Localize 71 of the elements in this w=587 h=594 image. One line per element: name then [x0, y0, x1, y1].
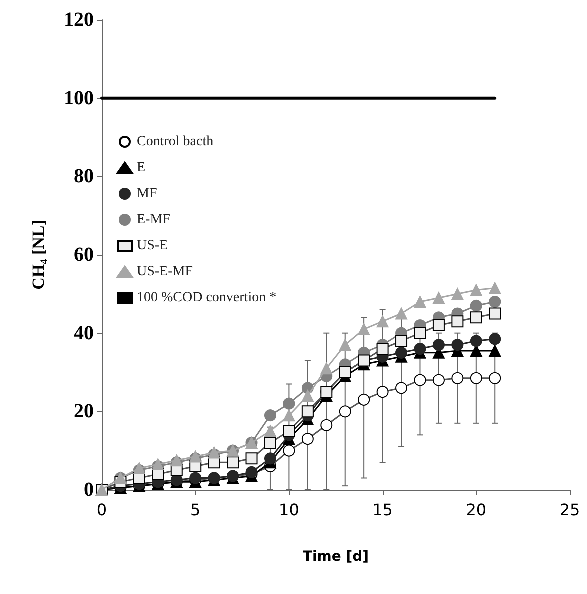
point [432, 320, 445, 332]
point [452, 372, 464, 384]
point [283, 398, 296, 410]
legend-label: Control bacth [137, 134, 214, 150]
point [414, 343, 426, 355]
point [339, 339, 352, 352]
point [283, 410, 296, 422]
point [283, 444, 296, 457]
point [339, 406, 352, 418]
point [396, 382, 408, 394]
point [489, 296, 502, 308]
y-tick-label: 120 [64, 9, 94, 31]
y-tick-label: 40 [74, 322, 94, 344]
point [414, 327, 426, 340]
x-tick-label: 5 [190, 500, 201, 520]
point [396, 308, 408, 320]
point [452, 288, 464, 300]
y-tick-label: 0 [84, 479, 94, 501]
point [489, 372, 502, 384]
x-tick-label: 25 [560, 500, 580, 520]
y-tick-label: 100 [64, 87, 94, 110]
point [264, 425, 276, 438]
legend-label: US-E [137, 238, 168, 254]
y-tick-label: 80 [74, 166, 94, 188]
x-axis-title: Time [d] [302, 549, 370, 565]
x-tick-label: 10 [279, 500, 300, 520]
legend-label: 100 %COD convertion * [137, 290, 277, 306]
point [452, 316, 464, 328]
legend-label: E-MF [137, 212, 171, 228]
point [264, 437, 276, 449]
point [432, 292, 445, 304]
point [264, 410, 276, 422]
point [320, 419, 333, 432]
point [489, 308, 502, 320]
point [470, 312, 482, 324]
legend-label: US-E-MF [137, 264, 194, 280]
point [452, 339, 464, 352]
point [432, 374, 445, 386]
point [470, 300, 482, 312]
point [227, 456, 240, 469]
y-tick-label: 60 [74, 244, 94, 266]
point [396, 346, 408, 359]
point [320, 362, 333, 375]
point [470, 284, 482, 296]
point [283, 425, 296, 438]
point [358, 394, 370, 406]
point [358, 323, 370, 336]
point [396, 335, 408, 348]
point [432, 339, 445, 352]
x-tick-label: 20 [466, 500, 487, 520]
point [489, 344, 502, 357]
x-tick-label: 15 [372, 500, 393, 520]
point [376, 386, 389, 398]
y-axis-title: CH₄ [NL] [29, 220, 48, 290]
y-tick-label: 20 [74, 400, 94, 423]
point [414, 374, 426, 386]
point [414, 296, 426, 308]
point [489, 282, 502, 294]
point [489, 333, 502, 346]
point [470, 335, 482, 348]
point [376, 316, 389, 328]
legend-label: MF [137, 186, 158, 202]
point [302, 390, 314, 402]
point [376, 343, 389, 355]
point [470, 372, 482, 384]
point [264, 452, 276, 465]
point [302, 406, 314, 418]
legend-label: E [137, 160, 146, 176]
point [246, 452, 258, 465]
x-tick-label: 0 [96, 500, 108, 520]
point [302, 433, 314, 446]
